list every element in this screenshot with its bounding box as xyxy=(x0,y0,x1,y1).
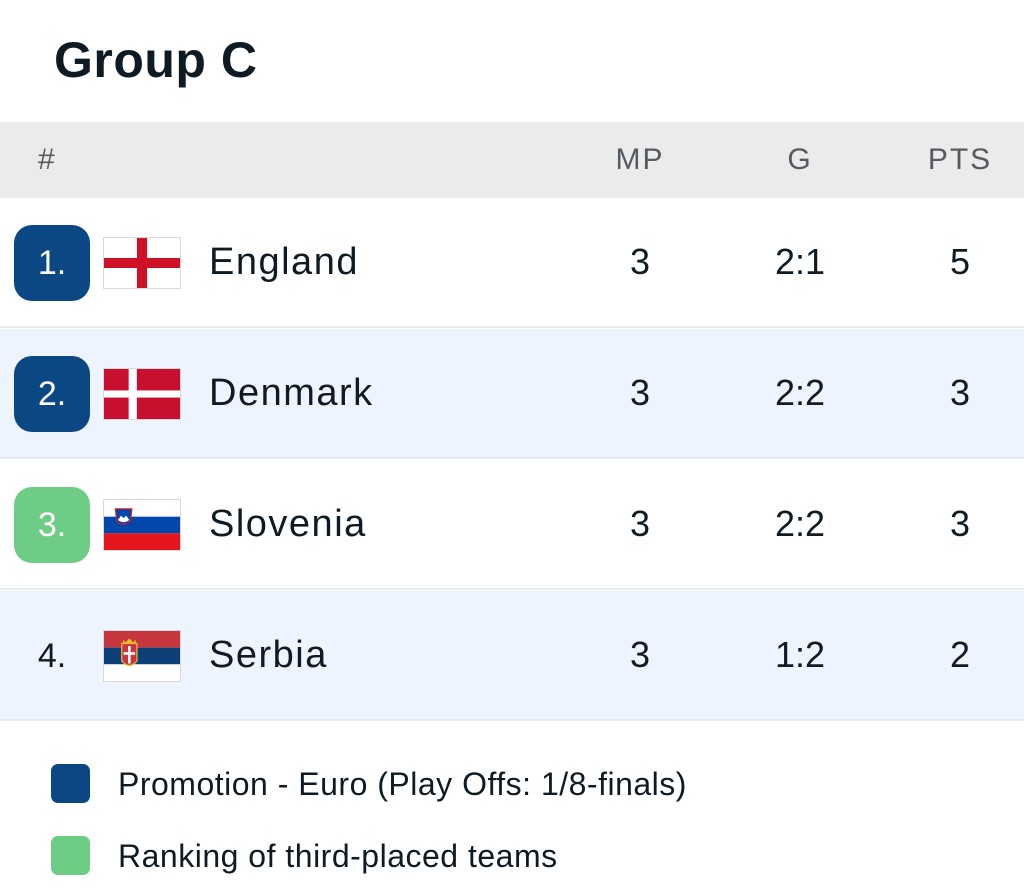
points: 3 xyxy=(949,503,971,544)
goals: 2:2 xyxy=(774,372,826,413)
table-header: # MP G PTS xyxy=(0,122,1024,198)
rank-badge: 2. xyxy=(14,356,90,432)
promotion-swatch xyxy=(51,764,90,803)
rank-badge: 1. xyxy=(14,225,90,301)
points: 5 xyxy=(949,241,971,282)
team-name[interactable]: England xyxy=(209,241,359,283)
serbia-flag-icon xyxy=(103,630,181,682)
group-title: Group C xyxy=(54,32,258,88)
points: 3 xyxy=(949,372,971,413)
team-name[interactable]: Slovenia xyxy=(209,503,367,545)
header-matches-played[interactable]: MP xyxy=(615,143,665,176)
matches-played: 3 xyxy=(629,503,651,544)
matches-played: 3 xyxy=(629,634,651,675)
matches-played: 3 xyxy=(629,241,651,282)
slovenia-flag-icon xyxy=(103,499,181,551)
denmark-flag-icon xyxy=(103,368,181,420)
legend-label: Ranking of third-placed teams xyxy=(118,838,558,874)
goals: 1:2 xyxy=(774,634,826,675)
england-flag-icon xyxy=(103,237,181,289)
table-row[interactable]: 2. Denmark 3 2:2 3 xyxy=(0,329,1024,459)
team-name[interactable]: Serbia xyxy=(209,634,328,676)
header-points[interactable]: PTS xyxy=(927,143,993,176)
legend-label: Promotion - Euro (Play Offs: 1/8-finals) xyxy=(118,766,687,802)
goals: 2:2 xyxy=(774,503,826,544)
goals: 2:1 xyxy=(774,241,826,282)
table-row[interactable]: 3. Slovenia 3 2:2 3 xyxy=(0,460,1024,590)
rank-badge: 3. xyxy=(14,487,90,563)
team-name[interactable]: Denmark xyxy=(209,372,374,414)
table-row[interactable]: 4. Serbia 3 1:2 2 xyxy=(0,591,1024,721)
header-rank: # xyxy=(38,143,57,176)
header-goals[interactable]: G xyxy=(787,143,813,176)
third-place-swatch xyxy=(51,836,90,875)
rank-label: 4. xyxy=(37,637,67,675)
table-row[interactable]: 1. England 3 2:1 5 xyxy=(0,198,1024,328)
matches-played: 3 xyxy=(629,372,651,413)
points: 2 xyxy=(949,634,971,675)
